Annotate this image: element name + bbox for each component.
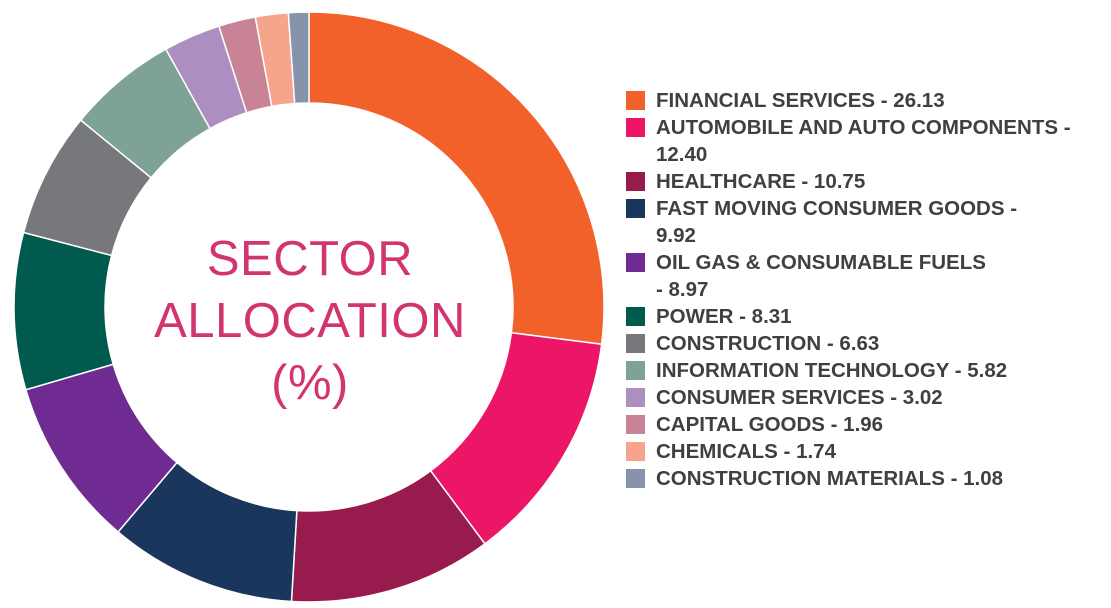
chart-title-line-2: ALLOCATION <box>154 294 466 348</box>
legend-label: INFORMATION TECHNOLOGY - 5.82 <box>656 359 1008 382</box>
legend-label: CONSTRUCTION - 6.63 <box>656 332 880 355</box>
legend-label: OIL GAS & CONSUMABLE FUELS - 8.97 <box>656 251 986 301</box>
legend-label: POWER - 8.31 <box>656 305 792 328</box>
legend-item: FINANCIAL SERVICES - 26.13 <box>626 87 1106 114</box>
chart-title: SECTOR ALLOCATION (%) <box>120 228 500 414</box>
legend-swatch <box>626 415 645 434</box>
legend-item: FAST MOVING CONSUMER GOODS - 9.92 <box>626 195 1106 249</box>
legend-swatch <box>626 361 645 380</box>
legend-swatch <box>626 253 645 272</box>
legend-item: OIL GAS & CONSUMABLE FUELS - 8.97 <box>626 249 1106 303</box>
legend-item: CHEMICALS - 1.74 <box>626 438 1106 465</box>
legend-label: AUTOMOBILE AND AUTO COMPONENTS - 12.40 <box>656 116 1071 166</box>
legend-swatch <box>626 334 645 353</box>
legend-swatch <box>626 469 645 488</box>
legend-label: CAPITAL GOODS - 1.96 <box>656 413 884 436</box>
chart-title-line-1: SECTOR <box>206 232 414 286</box>
legend-label: FAST MOVING CONSUMER GOODS - 9.92 <box>656 197 1018 247</box>
legend-label: CONSTRUCTION MATERIALS - 1.08 <box>656 467 1003 490</box>
chart-legend: FINANCIAL SERVICES - 26.13 AUTOMOBILE AND… <box>626 87 1106 492</box>
legend-item: CONSTRUCTION MATERIALS - 1.08 <box>626 465 1106 492</box>
donut-slice-construction-materials <box>287 11 310 105</box>
legend-item: AUTOMOBILE AND AUTO COMPONENTS - 12.40 <box>626 114 1106 168</box>
legend-label: HEALTHCARE - 10.75 <box>656 170 866 193</box>
legend-swatch <box>626 307 645 326</box>
legend-swatch <box>626 118 645 137</box>
legend-item: CONSUMER SERVICES - 3.02 <box>626 384 1106 411</box>
sector-allocation-donut-chart <box>13 11 605 603</box>
legend-swatch <box>626 199 645 218</box>
legend-label: CHEMICALS - 1.74 <box>656 440 836 463</box>
donut-slices <box>13 11 605 603</box>
donut-slice-financial-services <box>308 11 605 346</box>
legend-label: FINANCIAL SERVICES - 26.13 <box>656 89 945 112</box>
legend-item: CONSTRUCTION - 6.63 <box>626 330 1106 357</box>
legend-item: POWER - 8.31 <box>626 303 1106 330</box>
donut-slice-power <box>13 231 115 391</box>
legend-swatch <box>626 91 645 110</box>
legend-swatch <box>626 442 645 461</box>
chart-title-line-3: (%) <box>271 356 349 410</box>
legend-item: CAPITAL GOODS - 1.96 <box>626 411 1106 438</box>
legend-item: HEALTHCARE - 10.75 <box>626 168 1106 195</box>
legend-swatch <box>626 172 645 191</box>
legend-swatch <box>626 388 645 407</box>
legend-label: CONSUMER SERVICES - 3.02 <box>656 386 943 409</box>
legend-item: INFORMATION TECHNOLOGY - 5.82 <box>626 357 1106 384</box>
